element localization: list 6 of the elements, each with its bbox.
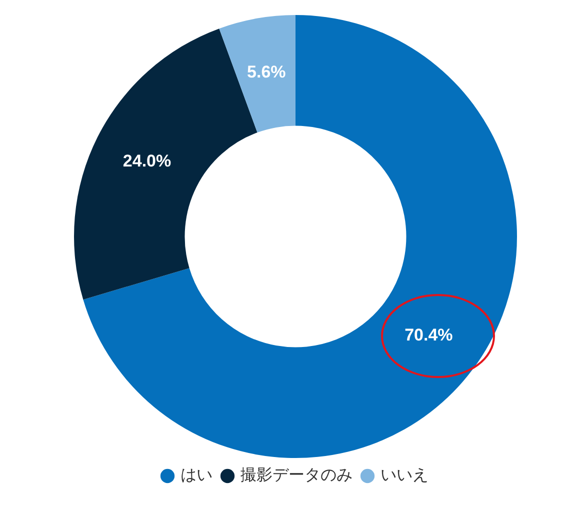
- data-label: 70.4%: [404, 326, 453, 345]
- legend-label: はい: [180, 465, 212, 484]
- legend-label: 撮影データのみ: [240, 465, 352, 484]
- legend-label: いいえ: [380, 465, 428, 484]
- data-label: 24.0%: [122, 152, 172, 171]
- data-label: 5.6%: [247, 62, 286, 82]
